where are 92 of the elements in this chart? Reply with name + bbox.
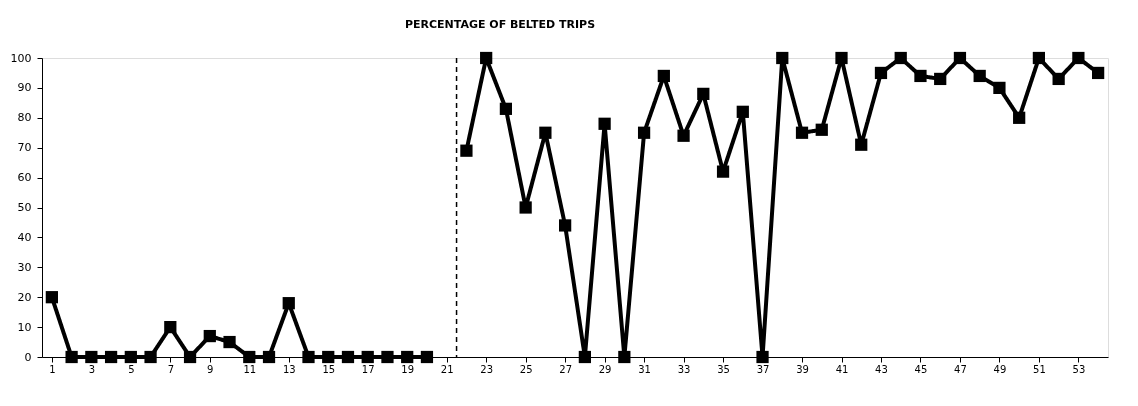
point — [460, 144, 473, 157]
x-tick-label: 31 — [638, 363, 651, 375]
point — [697, 87, 710, 100]
point — [401, 350, 414, 364]
point — [953, 51, 967, 65]
point — [361, 350, 374, 364]
x-tick-label: 21 — [440, 363, 454, 375]
x-tick-label: 3 — [88, 363, 96, 375]
point — [855, 138, 868, 151]
x-tick-label: 35 — [717, 363, 730, 375]
point — [598, 117, 611, 130]
point — [993, 81, 1006, 95]
point — [480, 51, 493, 65]
x-tick-label: 37 — [756, 363, 770, 375]
point — [381, 350, 394, 364]
point — [776, 51, 789, 65]
point — [894, 51, 907, 65]
point — [795, 126, 809, 139]
y-tick-label: 20 — [17, 290, 32, 304]
x-tick-label: 49 — [993, 363, 1007, 375]
x-tick-label: 53 — [1072, 363, 1086, 375]
x-tick-label: 23 — [480, 363, 494, 375]
x-tick-label: 9 — [207, 363, 214, 375]
point — [559, 219, 572, 232]
chart-title: PERCENTAGE OF BELTED TRIPS — [404, 17, 596, 31]
x-tick-label: 47 — [954, 363, 967, 375]
point — [756, 350, 769, 364]
point — [736, 105, 749, 118]
x-tick-label: 39 — [796, 363, 809, 375]
y-tick-label: 40 — [17, 230, 32, 244]
point — [914, 69, 927, 83]
y-tick-label: 30 — [17, 260, 32, 274]
point — [1072, 51, 1085, 65]
point — [1052, 72, 1065, 86]
point — [203, 329, 216, 343]
x-tick-label: 19 — [401, 363, 415, 375]
point — [262, 350, 276, 364]
x-tick-label: 5 — [128, 363, 135, 375]
point — [45, 291, 58, 304]
x-tick-label: 51 — [1033, 363, 1046, 375]
y-tick-label: 0 — [24, 350, 32, 364]
point — [835, 51, 848, 65]
x-tick-label: 13 — [282, 363, 296, 375]
point — [1092, 66, 1105, 80]
point — [164, 320, 177, 334]
point — [618, 350, 631, 364]
point — [341, 350, 355, 364]
point — [144, 350, 157, 364]
point — [1013, 111, 1026, 124]
point — [420, 350, 434, 364]
y-tick-label: 60 — [17, 171, 32, 185]
point — [637, 126, 651, 139]
point — [578, 350, 591, 364]
point — [65, 350, 78, 364]
point — [223, 335, 236, 349]
y-tick-label: 10 — [17, 320, 32, 334]
point — [934, 72, 947, 86]
x-tick-label: 1 — [49, 363, 56, 375]
y-tick-label: 100 — [10, 51, 32, 65]
x-tick-label: 7 — [167, 363, 174, 375]
x-tick-label: 33 — [677, 363, 691, 375]
point — [874, 66, 888, 80]
x-tick-label: 15 — [322, 363, 336, 375]
x-tick-label: 43 — [875, 363, 888, 375]
y-tick-label: 50 — [17, 201, 32, 214]
point — [322, 350, 335, 364]
point — [124, 350, 137, 364]
point — [973, 69, 986, 83]
point — [519, 201, 532, 214]
point — [85, 350, 98, 364]
x-tick-label: 27 — [559, 363, 572, 375]
point — [243, 350, 256, 364]
point — [657, 69, 670, 83]
point — [815, 123, 828, 136]
point — [677, 129, 690, 142]
y-tick-label: 80 — [17, 111, 32, 125]
y-tick-label: 90 — [17, 81, 32, 95]
point — [499, 102, 513, 115]
x-tick-label: 25 — [519, 363, 533, 375]
point — [716, 165, 730, 178]
x-tick-label: 29 — [598, 363, 612, 375]
point — [1032, 51, 1046, 65]
x-tick-label: 17 — [361, 363, 375, 375]
y-tick-label: 70 — [17, 141, 32, 155]
x-tick-label: 45 — [914, 363, 928, 375]
point — [302, 350, 315, 364]
point — [539, 126, 552, 139]
point — [282, 297, 295, 310]
x-tick-label: 11 — [243, 363, 257, 375]
x-tick-label: 41 — [835, 363, 849, 375]
point — [183, 350, 197, 364]
point — [104, 350, 118, 364]
